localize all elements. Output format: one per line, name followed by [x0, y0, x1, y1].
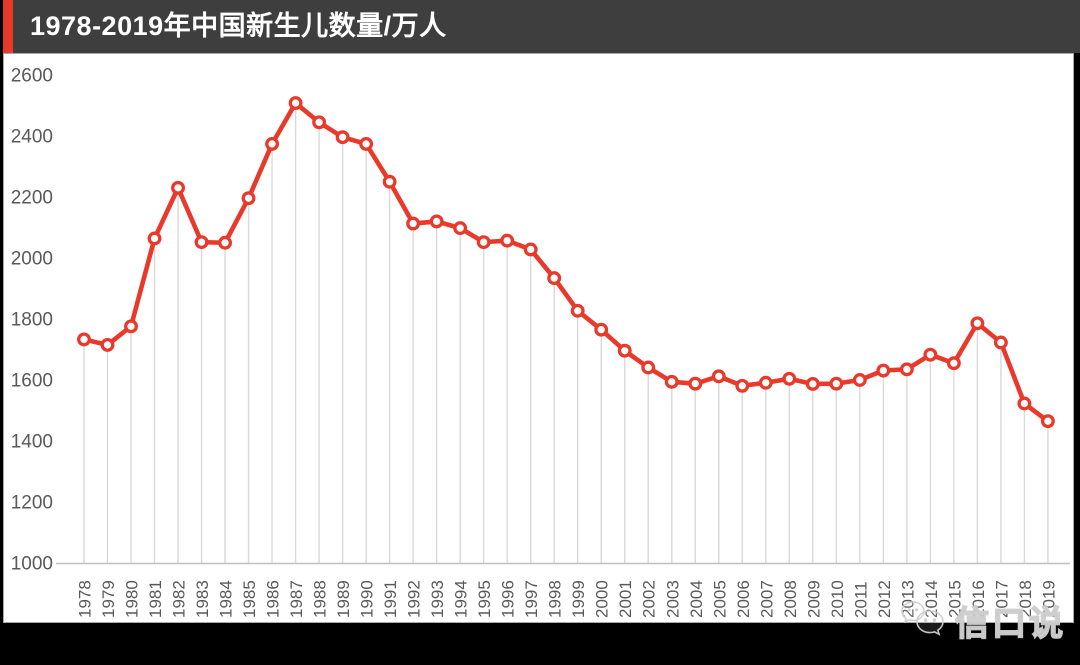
data-point-1981 [147, 231, 162, 246]
data-point-2005 [711, 369, 726, 384]
data-point-1998 [547, 271, 562, 286]
data-point-1979 [100, 337, 115, 352]
data-point-1989 [335, 130, 350, 145]
x-tick-label-2009: 2009 [804, 580, 823, 618]
data-point-1980 [124, 319, 138, 334]
x-tick-label-2013: 2013 [898, 580, 917, 618]
data-point-1997 [523, 242, 538, 257]
y-tick-label: 2600 [11, 66, 53, 87]
x-tick-label-1986: 1986 [264, 580, 283, 618]
data-point-2013 [899, 362, 914, 377]
x-tick-label-1997: 1997 [522, 580, 541, 618]
chart-area: 1000 1200 1400 1600 1800 2000 2200 2400 2600 1978… [3, 53, 1074, 623]
data-point-1999 [570, 303, 585, 318]
x-tick-label-1998: 1998 [546, 580, 565, 618]
x-tick-label-1980: 1980 [123, 580, 142, 618]
y-tick-label: 2000 [11, 249, 53, 270]
x-tick-label-1994: 1994 [452, 580, 471, 618]
data-point-1996 [500, 233, 515, 248]
data-point-1993 [429, 214, 444, 229]
x-tick-label-2003: 2003 [663, 580, 682, 618]
line-chart: 1000 1200 1400 1600 1800 2000 2200 2400 2600 1978… [11, 66, 1070, 618]
x-tick-label-1978: 1978 [76, 580, 95, 618]
data-point-2001 [617, 343, 632, 358]
x-tick-label-1990: 1990 [358, 580, 377, 618]
x-tick-label-1988: 1988 [311, 580, 330, 618]
data-point-2017 [993, 335, 1008, 350]
x-tick-label-2001: 2001 [616, 580, 635, 618]
data-point-2006 [735, 378, 750, 393]
data-point-2010 [829, 376, 844, 391]
x-tick-label-1982: 1982 [170, 580, 189, 618]
y-tick-label: 1400 [11, 432, 53, 453]
data-point-2000 [594, 322, 609, 337]
x-tick-label-2007: 2007 [757, 580, 776, 618]
title-bar: 1978-2019年中国新生儿数量/万人 [0, 0, 1080, 53]
data-point-2004 [688, 376, 703, 391]
x-tick-label-1981: 1981 [146, 580, 165, 618]
data-point-1995 [476, 235, 491, 250]
x-tick-label-2010: 2010 [828, 580, 847, 618]
data-point-2018 [1017, 396, 1032, 411]
x-tick-label-2004: 2004 [687, 580, 706, 618]
data-point-1992 [406, 216, 421, 231]
x-tick-label-1985: 1985 [240, 580, 259, 618]
x-tick-label-2015: 2015 [945, 580, 964, 618]
x-tick-label-1991: 1991 [381, 580, 400, 618]
data-point-2008 [782, 371, 797, 386]
x-tick-label-2005: 2005 [710, 580, 729, 618]
data-point-2012 [876, 363, 891, 378]
data-point-2002 [641, 360, 656, 375]
data-point-1978 [77, 332, 91, 347]
data-point-2009 [805, 377, 820, 391]
data-point-2003 [664, 374, 679, 389]
data-point-1988 [312, 115, 327, 130]
x-tick-label-2000: 2000 [593, 580, 612, 618]
data-point-1984 [218, 235, 233, 250]
data-point-1985 [241, 191, 256, 206]
data-point-2007 [758, 375, 773, 390]
data-point-1991 [382, 174, 397, 189]
y-tick-label: 2400 [11, 127, 53, 148]
y-tick-label: 1200 [11, 493, 53, 514]
x-tick-label-1984: 1984 [217, 580, 236, 618]
data-point-1987 [288, 96, 303, 111]
x-tick-label-1993: 1993 [428, 580, 447, 618]
x-tick-label-2006: 2006 [734, 580, 753, 618]
x-tick-label-1995: 1995 [475, 580, 494, 618]
x-tick-label-2018: 2018 [1016, 580, 1035, 618]
data-point-1990 [359, 136, 374, 151]
x-tick-label-1992: 1992 [405, 580, 424, 618]
y-tick-label: 1000 [11, 554, 53, 575]
x-tick-label-2017: 2017 [992, 580, 1011, 618]
x-tick-label-2016: 2016 [969, 580, 988, 618]
x-tick-label-2002: 2002 [640, 580, 659, 618]
x-tick-label-2019: 2019 [1039, 580, 1058, 618]
x-tick-label-1983: 1983 [193, 580, 212, 618]
data-point-1983 [194, 235, 209, 250]
y-tick-label: 1800 [11, 310, 53, 331]
chart-title: 1978-2019年中国新生儿数量/万人 [30, 11, 447, 41]
y-tick-label: 1600 [11, 371, 53, 392]
data-point-2016 [970, 316, 985, 331]
x-tick-label-1987: 1987 [287, 580, 306, 618]
x-tick-label-1999: 1999 [569, 580, 588, 618]
x-tick-label-2008: 2008 [781, 580, 800, 618]
x-tick-label-2014: 2014 [922, 580, 941, 618]
x-tick-label-1979: 1979 [99, 580, 118, 618]
x-tick-label-1989: 1989 [334, 580, 353, 618]
data-point-2019 [1040, 414, 1055, 429]
x-tick-label-2012: 2012 [875, 580, 894, 618]
x-tick-label-2011: 2011 [851, 581, 870, 618]
x-tick-label-1996: 1996 [499, 580, 518, 618]
data-point-2015 [946, 356, 961, 371]
data-point-1982 [171, 180, 185, 195]
red-accent-bar [3, 0, 13, 53]
data-point-1986 [265, 136, 280, 151]
y-tick-label: 2200 [11, 188, 53, 209]
data-point-2014 [923, 347, 938, 362]
data-point-2011 [852, 373, 867, 387]
data-point-1994 [453, 221, 468, 236]
